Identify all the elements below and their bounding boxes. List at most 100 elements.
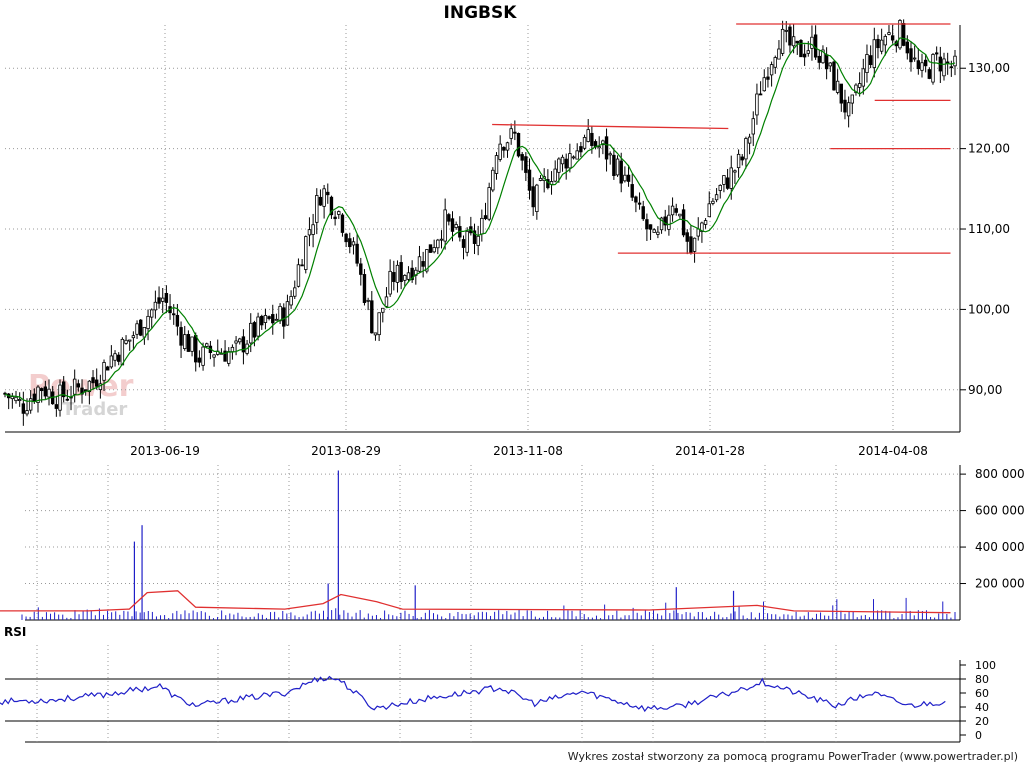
price-y-tick-label: 120,00 [968, 142, 1010, 156]
candle-body [172, 313, 176, 316]
candle-body [293, 287, 297, 297]
candle-body [524, 156, 528, 173]
rsi-y-tick-label: 20 [975, 715, 989, 728]
volume-y-axis-ticks: 200 000 400 000 600 000 800 000 [960, 467, 1024, 591]
candle-body [153, 301, 158, 311]
candle-body [835, 80, 840, 93]
candle-body [901, 23, 906, 46]
candle-body [362, 274, 367, 303]
candle-body [76, 383, 81, 388]
candle-body [315, 195, 319, 223]
candle-body [439, 238, 444, 241]
candle-body [150, 309, 154, 318]
candle-body [14, 396, 18, 402]
candle-body [927, 69, 932, 79]
candle-body [197, 357, 202, 363]
candle-body [817, 55, 821, 63]
volume-average-line [0, 590, 951, 614]
candle-body [340, 214, 345, 233]
candle-body [802, 53, 807, 58]
candle-body [560, 156, 565, 165]
candle-body [333, 216, 337, 220]
candle-body [945, 61, 950, 64]
price-x-tick-label: 2014-01-28 [675, 444, 745, 458]
candle-body [527, 169, 532, 191]
candle-body [91, 377, 95, 384]
candle-body [883, 35, 888, 46]
candle-body [377, 312, 381, 336]
candle-body [780, 28, 785, 54]
volume-bars [21, 470, 956, 620]
rsi-y-tick-label: 80 [975, 673, 989, 686]
candle-body [619, 160, 623, 184]
candle-body [337, 211, 341, 215]
candle-body [777, 48, 781, 60]
candle-body [146, 315, 150, 329]
candle-body [828, 62, 832, 67]
candle-body [843, 99, 847, 113]
candle-body [762, 77, 766, 92]
candle-body [25, 410, 29, 415]
candle-body [791, 36, 796, 47]
candle-body [934, 52, 939, 55]
candle-body [403, 275, 407, 281]
panel-frames [5, 25, 961, 743]
candle-body [696, 228, 700, 237]
rsi-label: RSI [4, 625, 26, 639]
candle-body [329, 196, 334, 216]
candle-body [366, 299, 370, 302]
candle-body [887, 32, 891, 35]
candle-body [39, 388, 44, 392]
candle-body [520, 154, 524, 161]
candle-body [417, 256, 422, 272]
price-x-tick-label: 2013-11-08 [493, 444, 563, 458]
candle-body [106, 366, 110, 371]
candle-body [384, 296, 389, 307]
rsi-grid [36, 645, 837, 742]
candle-body [502, 146, 506, 151]
candle-body [410, 267, 414, 281]
candle-body [564, 158, 568, 169]
candle-body [806, 50, 810, 54]
candle-body [491, 169, 495, 191]
candle-body [285, 301, 290, 326]
candle-body [370, 300, 374, 334]
candle-body [645, 219, 649, 230]
candle-body [821, 49, 825, 64]
candle-body [740, 156, 744, 161]
candle-body [744, 138, 748, 160]
candle-body [714, 194, 719, 201]
candle-body [722, 175, 726, 185]
candle-body [443, 209, 447, 242]
candle-body [766, 76, 770, 80]
price-y-tick-label: 90,00 [968, 383, 1002, 397]
moving-average-path [4, 37, 956, 403]
candle-body [194, 335, 198, 363]
candle-body [373, 332, 378, 336]
candle-body [267, 316, 271, 319]
candle-body [641, 206, 645, 220]
candle-body [476, 235, 480, 246]
candle-body [711, 200, 715, 204]
candle-body [296, 264, 301, 287]
candle-body [535, 184, 539, 212]
candle-body [604, 136, 609, 160]
candle-body [865, 54, 869, 73]
candle-body [685, 232, 689, 242]
candle-body [10, 396, 15, 400]
footer-credit: Wykres został stworzony za pomocą progra… [568, 750, 1018, 763]
candle-body [637, 202, 642, 205]
candle-body [626, 174, 631, 182]
candle-body [117, 354, 121, 362]
candle-body [54, 404, 59, 409]
candle-body [553, 168, 557, 182]
candle-body [300, 264, 304, 267]
candle-body [898, 20, 902, 49]
rsi-y-tick-label: 60 [975, 687, 989, 700]
candle-body [318, 196, 323, 206]
candle-body [747, 136, 752, 144]
candle-body [923, 59, 928, 67]
candle-body [850, 94, 854, 104]
candle-body [131, 335, 136, 339]
